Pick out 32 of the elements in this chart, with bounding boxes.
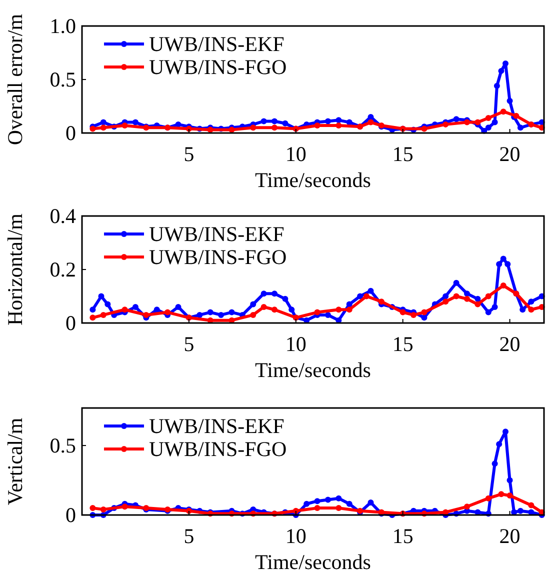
x-axis-title: Time/seconds — [255, 168, 371, 192]
x-axis-title: Time/seconds — [255, 550, 371, 574]
legend-label: UWB/INS-FGO — [149, 437, 287, 461]
legend-label: UWB/INS-EKF — [149, 32, 284, 56]
y-tick-label: 0 — [66, 503, 76, 527]
legend-label: UWB/INS-EKF — [149, 414, 284, 438]
x-tick-label: 10 — [285, 524, 306, 548]
y-tick-label: 0.5 — [50, 68, 76, 92]
x-tick-label: 5 — [184, 524, 194, 548]
y-axis-title: Overall error/m — [3, 14, 27, 146]
x-tick-label: 15 — [392, 524, 414, 548]
y-axis-title: Horizontal/m — [3, 214, 27, 326]
x-tick-label: 15 — [392, 142, 414, 166]
y-tick-label: 0.2 — [50, 258, 76, 282]
x-tick-label: 15 — [392, 332, 414, 356]
legend-label: UWB/INS-FGO — [149, 55, 287, 79]
x-tick-label: 5 — [184, 332, 194, 356]
x-tick-label: 10 — [285, 142, 306, 166]
y-tick-label: 0 — [66, 311, 76, 335]
y-tick-label: 0.5 — [50, 434, 76, 458]
y-axis-title: Vertical/m — [3, 418, 27, 506]
y-tick-label: 1.0 — [50, 14, 76, 38]
y-tick-label: 0 — [66, 121, 76, 145]
x-tick-label: 5 — [184, 142, 194, 166]
legend-label: UWB/INS-FGO — [149, 245, 287, 269]
x-tick-label: 20 — [499, 142, 520, 166]
y-tick-label: 0.4 — [50, 204, 76, 228]
x-axis-title: Time/seconds — [255, 358, 371, 382]
x-tick-label: 20 — [499, 524, 520, 548]
x-tick-label: 10 — [285, 332, 306, 356]
x-tick-label: 20 — [499, 332, 520, 356]
legend-label: UWB/INS-EKF — [149, 222, 284, 246]
